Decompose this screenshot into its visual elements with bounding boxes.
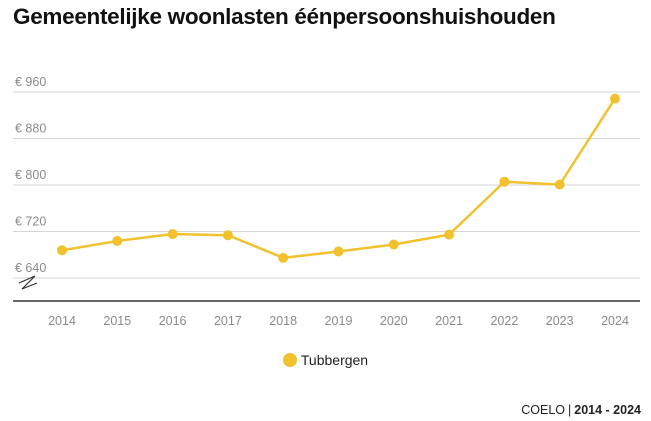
data-point xyxy=(112,236,123,247)
x-tick-label: 2015 xyxy=(103,314,131,328)
legend-marker xyxy=(282,353,297,367)
source-years: 2014 - 2024 xyxy=(574,403,641,417)
data-point xyxy=(278,252,289,263)
x-tick-label: 2018 xyxy=(269,314,297,328)
series-tubbergen xyxy=(57,93,620,263)
data-point xyxy=(388,239,399,250)
x-tick-label: 2017 xyxy=(214,314,242,328)
source-separator: | xyxy=(568,403,572,417)
data-point xyxy=(222,230,233,241)
x-tick-label: 2024 xyxy=(601,314,629,328)
data-point xyxy=(167,229,178,240)
data-point xyxy=(333,246,344,257)
data-point xyxy=(610,93,620,104)
x-tick-label: 2019 xyxy=(325,314,353,328)
source-credit: COELO | 2014 - 2024 xyxy=(521,403,641,417)
series-line xyxy=(61,97,617,260)
axes xyxy=(13,275,640,302)
y-axis-ticks: € 640 € 720 € 800 € 880 € 960 xyxy=(15,75,46,275)
axis-break-icon xyxy=(18,275,38,290)
legend: Tubbergen xyxy=(0,352,651,368)
y-tick-label: € 640 xyxy=(15,261,46,275)
x-tick-label: 2014 xyxy=(48,314,76,328)
y-tick-label: € 880 xyxy=(15,122,46,136)
data-point xyxy=(57,245,67,256)
x-axis-ticks: 2014 2015 2016 2017 2018 2019 2020 2021 2022 2023… xyxy=(48,314,629,328)
x-tick-label: 2021 xyxy=(435,314,463,328)
x-tick-label: 2020 xyxy=(380,314,408,328)
legend-label: Tubbergen xyxy=(300,352,369,368)
y-tick-label: € 720 xyxy=(15,215,46,229)
source-name: COELO xyxy=(521,403,566,417)
data-point xyxy=(554,179,565,190)
x-tick-label: 2022 xyxy=(490,314,518,328)
data-point xyxy=(444,229,455,240)
data-point xyxy=(499,176,510,187)
chart-title: Gemeentelijke woonlasten éénpersoonshuis… xyxy=(13,4,556,29)
y-tick-label: € 800 xyxy=(15,168,46,182)
gridlines xyxy=(13,91,640,279)
x-tick-label: 2023 xyxy=(546,314,574,328)
x-tick-label: 2016 xyxy=(159,314,187,328)
y-tick-label: € 960 xyxy=(15,75,46,89)
line-chart: € 640€ 720€ 800€ 880€ 960 2014 2015 2016 20… xyxy=(13,75,640,328)
